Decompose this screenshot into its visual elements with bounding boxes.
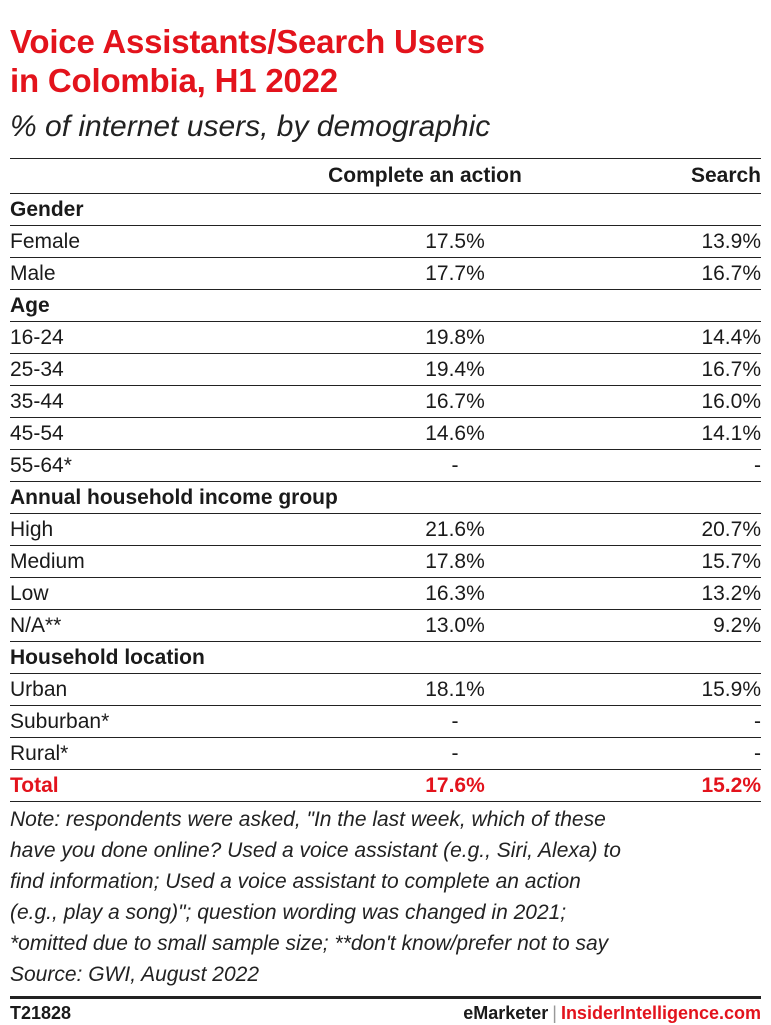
chart-code: T21828: [10, 1003, 72, 1023]
complete-action-value: 13.0%: [300, 609, 550, 642]
group-label: Annual household income group: [10, 481, 761, 514]
complete-action-value: -: [300, 737, 550, 770]
table-row: 55-64* - -: [10, 449, 761, 482]
row-label: High: [10, 513, 300, 546]
title-line-1: Voice Assistants/Search Users: [10, 23, 485, 60]
complete-action-value: 16.3%: [300, 577, 550, 610]
table-row: 16-24 19.8% 14.4%: [10, 321, 761, 354]
table-row: 25-34 19.4% 16.7%: [10, 353, 761, 386]
note-line: *omitted due to small sample size; **don…: [10, 932, 609, 955]
title-line-2: in Colombia, H1 2022: [10, 62, 338, 99]
table-row: High 21.6% 20.7%: [10, 513, 761, 546]
complete-action-value: 16.7%: [300, 385, 550, 418]
table-header-row: Complete an action Search: [10, 159, 761, 194]
complete-action-value: -: [300, 449, 550, 482]
note-line: find information; Used a voice assistant…: [10, 870, 581, 893]
data-table: Complete an action Search Gender Female 17…: [10, 158, 761, 801]
complete-action-value: 18.1%: [300, 673, 550, 706]
table-group-row: Age: [10, 289, 761, 322]
group-label: Household location: [10, 641, 761, 674]
complete-action-value: 19.8%: [300, 321, 550, 354]
group-label: Gender: [10, 193, 761, 226]
chart-title: Voice Assistants/Search Users in Colombi…: [10, 22, 761, 100]
chart-subtitle: % of internet users, by demographic: [10, 110, 491, 143]
row-label: Suburban*: [10, 705, 300, 738]
table-row: Suburban* - -: [10, 705, 761, 738]
table-row: 45-54 14.6% 14.1%: [10, 417, 761, 450]
row-label: Medium: [10, 545, 300, 578]
complete-action-value: 14.6%: [300, 417, 550, 450]
complete-action-value: -: [300, 705, 550, 738]
row-label: 25-34: [10, 353, 300, 386]
source-line: Source: GWI, August 2022: [10, 963, 260, 986]
table-row: Low 16.3% 13.2%: [10, 577, 761, 610]
table-row: Male 17.7% 16.7%: [10, 257, 761, 290]
complete-action-value: 17.7%: [300, 257, 550, 290]
brand-insider-intelligence: InsiderIntelligence.com: [560, 1003, 761, 1023]
row-label: 55-64*: [10, 449, 300, 482]
row-label: Low: [10, 577, 300, 610]
column-header-search: Search: [690, 164, 761, 187]
row-label: Total: [10, 774, 59, 797]
row-label: Male: [10, 257, 300, 290]
table-row: 35-44 16.7% 16.0%: [10, 385, 761, 418]
brand-emarketer: eMarketer: [463, 1003, 549, 1023]
row-label: 45-54: [10, 417, 300, 450]
search-value: -: [550, 737, 761, 770]
column-header-complete-action: Complete an action: [328, 164, 522, 187]
footer: T21828 eMarketer | InsiderIntelligence.com: [10, 996, 761, 1024]
complete-action-value: 19.4%: [300, 353, 550, 386]
brand: eMarketer | InsiderIntelligence.com: [463, 1001, 761, 1025]
row-label: Rural*: [10, 737, 300, 770]
table-group-row: Annual household income group: [10, 481, 761, 514]
chart-container: Voice Assistants/Search Users in Colombi…: [10, 22, 761, 990]
table-row: Urban 18.1% 15.9%: [10, 673, 761, 706]
row-label: 35-44: [10, 385, 300, 418]
complete-action-value: 17.6%: [425, 774, 485, 797]
table-total-row: Total 17.6% 15.2%: [10, 770, 761, 802]
note-line: (e.g., play a song)"; question wording w…: [10, 901, 567, 924]
table-row: Female 17.5% 13.9%: [10, 225, 761, 258]
table-body: Gender Female 17.5% 13.9% Male 17.7% 16.7% Age 1…: [10, 193, 761, 802]
group-label: Age: [10, 289, 761, 322]
table-group-row: Household location: [10, 641, 761, 674]
row-label: N/A**: [10, 609, 300, 642]
search-value: 14.4%: [550, 321, 761, 354]
search-value: 13.9%: [550, 225, 761, 258]
search-value: -: [550, 705, 761, 738]
table-row: N/A** 13.0% 9.2%: [10, 609, 761, 642]
search-value: 15.2%: [701, 774, 761, 797]
search-value: 14.1%: [550, 417, 761, 450]
search-value: -: [550, 449, 761, 482]
search-value: 9.2%: [550, 609, 761, 642]
table-row: Rural* - -: [10, 737, 761, 770]
search-value: 15.7%: [550, 545, 761, 578]
row-label: 16-24: [10, 321, 300, 354]
row-label: Female: [10, 225, 300, 258]
note-line: have you done online? Used a voice assis…: [10, 839, 621, 862]
row-label: Urban: [10, 673, 300, 706]
search-value: 16.0%: [550, 385, 761, 418]
complete-action-value: 21.6%: [300, 513, 550, 546]
complete-action-value: 17.8%: [300, 545, 550, 578]
complete-action-value: 17.5%: [300, 225, 550, 258]
search-value: 16.7%: [550, 257, 761, 290]
search-value: 13.2%: [550, 577, 761, 610]
search-value: 15.9%: [550, 673, 761, 706]
table-row: Medium 17.8% 15.7%: [10, 545, 761, 578]
search-value: 16.7%: [550, 353, 761, 386]
table-group-row: Gender: [10, 193, 761, 226]
brand-separator: |: [552, 1003, 557, 1023]
column-header-label: [10, 159, 300, 194]
search-value: 20.7%: [550, 513, 761, 546]
note-text: Note: respondents were asked, "In the la…: [10, 801, 761, 990]
note-line: Note: respondents were asked, "In the la…: [10, 808, 606, 831]
